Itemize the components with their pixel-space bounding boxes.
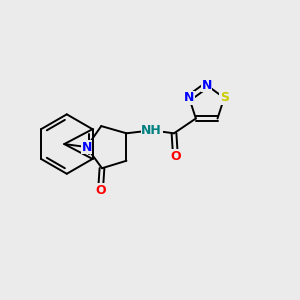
- Text: N: N: [202, 79, 212, 92]
- Text: N: N: [184, 92, 194, 104]
- Text: O: O: [170, 150, 181, 163]
- Text: O: O: [95, 184, 106, 197]
- Text: N: N: [81, 140, 92, 154]
- Text: S: S: [220, 92, 229, 104]
- Text: NH: NH: [141, 124, 162, 137]
